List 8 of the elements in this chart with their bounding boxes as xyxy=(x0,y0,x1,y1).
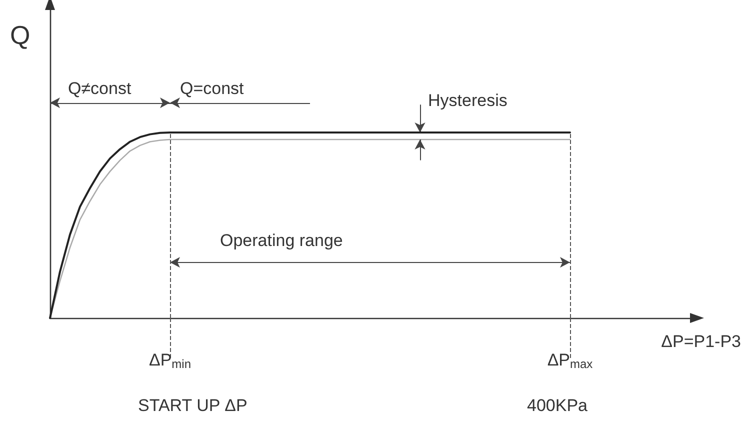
y-axis-title: Q xyxy=(10,20,30,50)
x-axis-title: ΔP=P1-P3 xyxy=(661,332,742,351)
text: START UP ΔP xyxy=(138,396,248,415)
text: 400KPa xyxy=(527,396,588,415)
annotation: Operating range xyxy=(220,231,343,250)
text: Hysteresis xyxy=(428,91,508,110)
text: Q=const xyxy=(180,79,244,98)
text: Q≠const xyxy=(68,79,132,98)
